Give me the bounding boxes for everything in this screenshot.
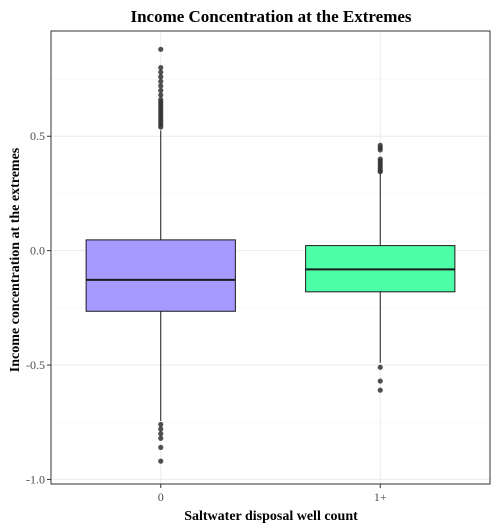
outlier-point xyxy=(158,92,164,98)
plot-border xyxy=(50,30,491,485)
box-group-1+ xyxy=(305,142,456,393)
chart-title: Income Concentration at the Extremes xyxy=(130,7,411,26)
outlier-point xyxy=(158,87,164,94)
y-axis-ticks: -1.0 -0.5 0.0 0.5 xyxy=(26,129,51,486)
outlier-point xyxy=(377,364,383,370)
x-tick-label: 0 xyxy=(158,490,164,504)
outlier-point xyxy=(158,69,164,75)
y-tick-label: 0.5 xyxy=(30,129,45,143)
box-iqr xyxy=(85,239,236,312)
outlier-point xyxy=(377,147,383,153)
outlier-point xyxy=(377,169,383,175)
outlier-point xyxy=(158,74,164,80)
y-tick-label: 0.0 xyxy=(30,244,45,258)
outlier-point xyxy=(158,83,164,89)
boxes xyxy=(85,46,456,464)
outlier-point xyxy=(377,378,383,384)
outlier-point xyxy=(158,431,164,437)
y-axis-title: Income concentration at the extremes xyxy=(8,147,23,372)
x-axis-ticks: 0 1+ xyxy=(158,484,387,504)
outlier-point xyxy=(158,421,164,428)
outlier-point xyxy=(158,458,164,464)
outlier-point xyxy=(158,78,164,84)
outlier-point xyxy=(158,444,164,450)
box-group-0 xyxy=(85,46,236,464)
plot-area xyxy=(50,30,491,485)
outlier-point xyxy=(377,387,383,393)
outlier-point xyxy=(158,124,164,130)
outlier-point xyxy=(158,65,164,71)
y-tick-label: -1.0 xyxy=(26,472,45,486)
x-tick-label: 1+ xyxy=(374,490,387,504)
outlier-point xyxy=(158,46,164,52)
outlier-point xyxy=(158,435,164,441)
x-axis-title: Saltwater disposal well count xyxy=(184,509,358,524)
outlier-point xyxy=(158,426,164,432)
y-tick-label: -0.5 xyxy=(26,358,45,372)
